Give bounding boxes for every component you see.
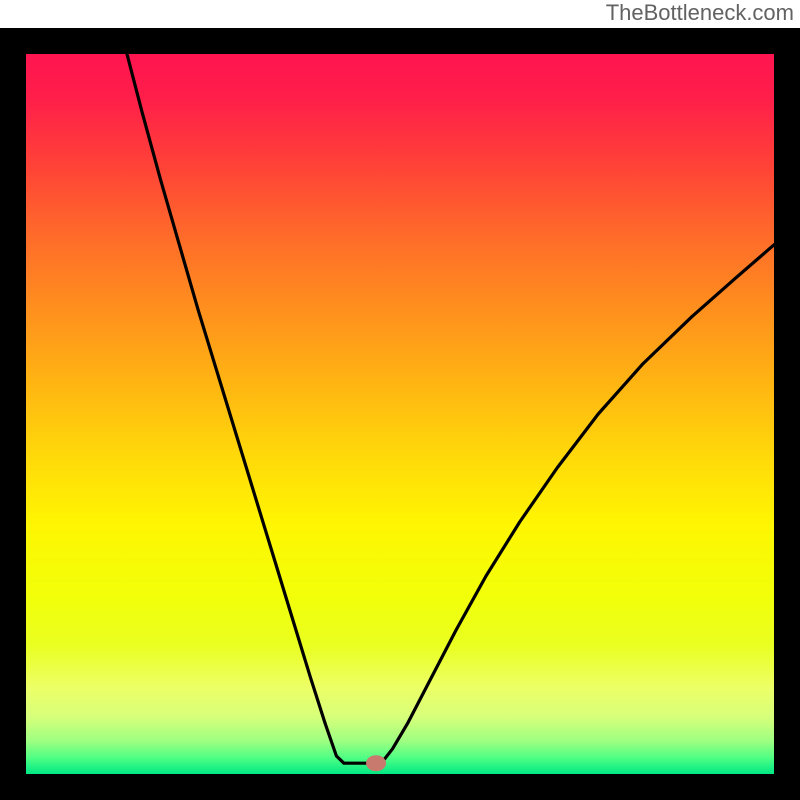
- chart-svg: [26, 54, 774, 774]
- chart-container: { "attribution": { "text": "TheBottlenec…: [0, 0, 800, 800]
- min-point-marker: [366, 755, 386, 771]
- attribution-text: TheBottleneck.com: [606, 0, 794, 26]
- chart-frame: [0, 28, 800, 800]
- bottleneck-curve: [127, 54, 774, 763]
